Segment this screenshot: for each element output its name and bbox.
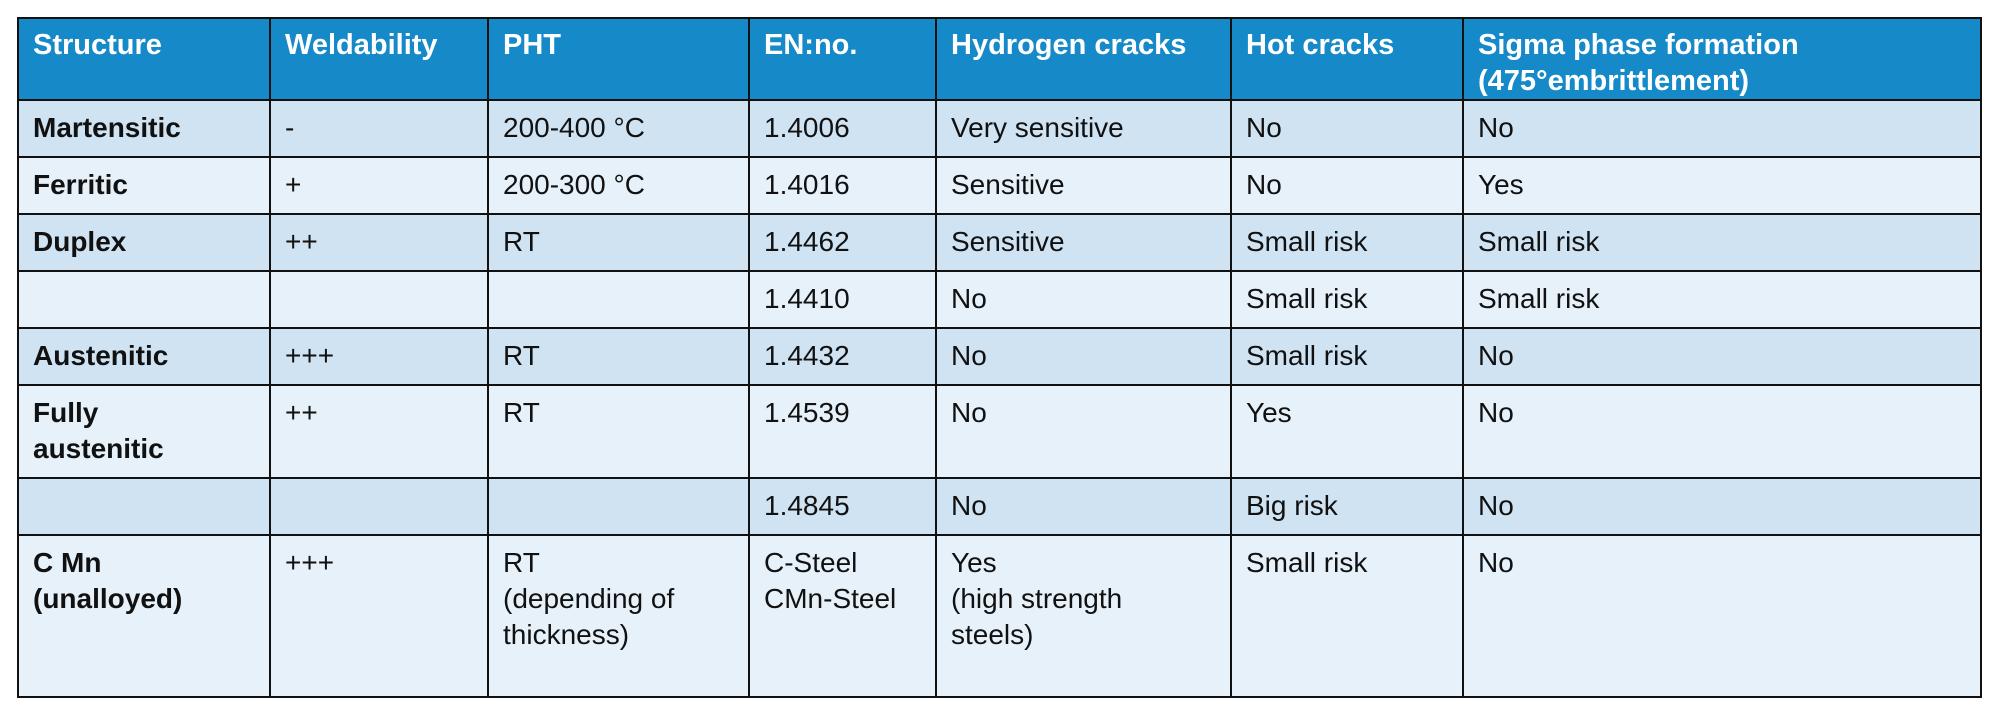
cell-sigma-phase: Yes xyxy=(1462,156,1982,215)
cell-pht: RT xyxy=(487,384,750,479)
cell-weldability: - xyxy=(269,99,489,158)
cell-hydrogen-cracks: No xyxy=(935,477,1232,536)
cell-pht xyxy=(487,477,750,536)
cell-sigma-phase: No xyxy=(1462,534,1982,698)
cell-hot-cracks: Small risk xyxy=(1230,270,1464,329)
cell-hot-cracks: No xyxy=(1230,156,1464,215)
cell-hot-cracks: Small risk xyxy=(1230,327,1464,386)
cell-hot-cracks: Yes xyxy=(1230,384,1464,479)
header-structure: Structure xyxy=(17,17,271,101)
cell-hydrogen-cracks: Sensitive xyxy=(935,213,1232,272)
cell-hot-cracks: Small risk xyxy=(1230,534,1464,698)
cell-weldability: ++ xyxy=(269,213,489,272)
cell-structure: Duplex xyxy=(17,213,271,272)
cell-hot-cracks: Big risk xyxy=(1230,477,1464,536)
table-row: 1.4845 No Big risk No xyxy=(17,477,1982,536)
cell-structure: Martensitic xyxy=(17,99,271,158)
cell-sigma-phase: No xyxy=(1462,327,1982,386)
cell-en-no: 1.4845 xyxy=(748,477,937,536)
header-sigma-phase: Sigma phase formation (475°embrittlement… xyxy=(1462,17,1982,101)
table-row: C Mn (unalloyed) +++ RT (depending of th… xyxy=(17,534,1982,698)
table-row: 1.4410 No Small risk Small risk xyxy=(17,270,1982,329)
cell-pht: RT xyxy=(487,327,750,386)
cell-hydrogen-cracks: Yes (high strength steels) xyxy=(935,534,1232,698)
cell-hydrogen-cracks: No xyxy=(935,327,1232,386)
cell-hot-cracks: Small risk xyxy=(1230,213,1464,272)
cell-en-no: 1.4432 xyxy=(748,327,937,386)
table-row: Austenitic +++ RT 1.4432 No Small risk N… xyxy=(17,327,1982,386)
cell-weldability: +++ xyxy=(269,534,489,698)
cell-en-no: 1.4539 xyxy=(748,384,937,479)
cell-structure: Ferritic xyxy=(17,156,271,215)
header-hydrogen-cracks: Hydrogen cracks xyxy=(935,17,1232,101)
weldability-table: Structure Weldability PHT EN:no. Hydroge… xyxy=(17,17,1982,698)
cell-sigma-phase: No xyxy=(1462,384,1982,479)
cell-hydrogen-cracks: Sensitive xyxy=(935,156,1232,215)
cell-weldability: ++ xyxy=(269,384,489,479)
cell-en-no: C-Steel CMn-Steel xyxy=(748,534,937,698)
table-row: Duplex ++ RT 1.4462 Sensitive Small risk… xyxy=(17,213,1982,272)
cell-pht: RT xyxy=(487,213,750,272)
table-header-row: Structure Weldability PHT EN:no. Hydroge… xyxy=(17,17,1982,101)
cell-weldability xyxy=(269,270,489,329)
cell-structure xyxy=(17,477,271,536)
cell-en-no: 1.4016 xyxy=(748,156,937,215)
cell-en-no: 1.4462 xyxy=(748,213,937,272)
cell-structure: Fully austenitic xyxy=(17,384,271,479)
header-en-no: EN:no. xyxy=(748,17,937,101)
cell-weldability: + xyxy=(269,156,489,215)
header-hot-cracks: Hot cracks xyxy=(1230,17,1464,101)
cell-structure: C Mn (unalloyed) xyxy=(17,534,271,698)
cell-sigma-phase: No xyxy=(1462,99,1982,158)
cell-structure xyxy=(17,270,271,329)
cell-hydrogen-cracks: No xyxy=(935,384,1232,479)
cell-pht: RT (depending of thickness) xyxy=(487,534,750,698)
cell-pht: 200-400 °C xyxy=(487,99,750,158)
cell-sigma-phase: No xyxy=(1462,477,1982,536)
cell-hot-cracks: No xyxy=(1230,99,1464,158)
cell-en-no: 1.4410 xyxy=(748,270,937,329)
cell-weldability: +++ xyxy=(269,327,489,386)
cell-sigma-phase: Small risk xyxy=(1462,270,1982,329)
cell-hydrogen-cracks: Very sensitive xyxy=(935,99,1232,158)
table-row: Ferritic + 200-300 °C 1.4016 Sensitive N… xyxy=(17,156,1982,215)
table-row: Fully austenitic ++ RT 1.4539 No Yes No xyxy=(17,384,1982,479)
cell-en-no: 1.4006 xyxy=(748,99,937,158)
cell-pht xyxy=(487,270,750,329)
table-row: Martensitic - 200-400 °C 1.4006 Very sen… xyxy=(17,99,1982,158)
header-weldability: Weldability xyxy=(269,17,489,101)
cell-weldability xyxy=(269,477,489,536)
header-pht: PHT xyxy=(487,17,750,101)
cell-pht: 200-300 °C xyxy=(487,156,750,215)
cell-hydrogen-cracks: No xyxy=(935,270,1232,329)
cell-structure: Austenitic xyxy=(17,327,271,386)
cell-sigma-phase: Small risk xyxy=(1462,213,1982,272)
